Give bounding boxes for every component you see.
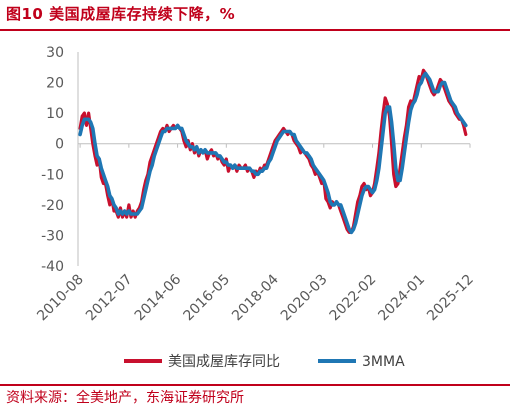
x-tick-label: 2024-01 (375, 272, 428, 325)
chart-title: 图10 美国成屋库存持续下降，% (6, 5, 236, 23)
y-tick-label: 30 (46, 45, 64, 61)
y-tick-label: -20 (41, 198, 64, 214)
legend-label: 美国成屋库存同比 (168, 354, 280, 370)
x-tick-label: 2010-08 (34, 272, 87, 325)
x-tick-label: 2018-04 (229, 271, 282, 324)
y-tick-label: 0 (55, 137, 64, 153)
y-tick-label: -30 (41, 228, 64, 244)
series-line-mma (78, 71, 468, 235)
y-tick-label: -40 (41, 259, 64, 275)
x-tick-label: 2016-05 (180, 272, 233, 325)
legend: 美国成屋库存同比 3MMA (124, 354, 405, 370)
title-divider (0, 29, 510, 31)
legend-label: 3MMA (362, 354, 405, 370)
x-tick-label: 2014-06 (132, 271, 185, 324)
x-tick-label: 2022-02 (327, 272, 380, 325)
y-tick-label: 10 (46, 106, 64, 122)
series-line-yoy (78, 68, 468, 234)
y-axis: 30 20 10 0 -10 -20 -30 -40 (41, 45, 79, 275)
y-tick-label: -10 (41, 167, 64, 183)
x-tick-label: 2020-03 (278, 272, 331, 325)
x-tick-label: 2025-12 (424, 272, 477, 325)
series-layer (78, 68, 468, 235)
x-tick-label: 2012-07 (83, 272, 136, 325)
y-tick-label: 20 (46, 76, 64, 92)
source-note: 资料来源：全美地产，东海证券研究所 (6, 390, 244, 406)
source-divider (0, 384, 510, 386)
